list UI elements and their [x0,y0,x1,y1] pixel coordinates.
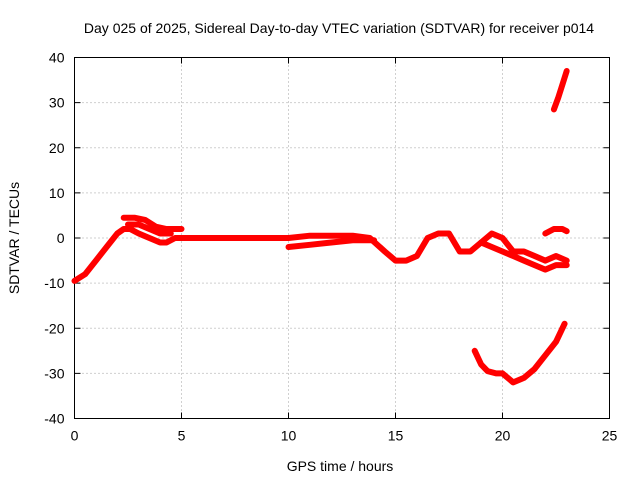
x-tick-label: 10 [281,428,297,444]
y-tick-label: 20 [49,140,65,156]
y-tick-label: -20 [44,320,64,336]
y-axis-label: SDTVAR / TECUs [6,182,22,294]
series-line-side-trace-right [542,226,570,237]
y-tick-label: -30 [44,365,64,381]
x-tick-label: 5 [178,428,186,444]
series-line-low-trace [471,320,568,386]
y-tick-label: 0 [57,230,65,246]
x-tick-label: 15 [388,428,404,444]
y-tick-label: 10 [49,185,65,201]
y-tick-label: -10 [44,275,64,291]
series-line-upper-branch-a [120,214,185,232]
x-tick-label: 0 [71,428,79,444]
x-axis-label: GPS time / hours [287,458,394,474]
series-line-upper-branch-b [125,221,174,237]
y-tick-label: 40 [49,50,65,66]
series-line-main-trace [71,226,570,284]
series-line-lower-branch-b [478,239,570,273]
series-line-high-trace [550,68,570,113]
series-line-lower-branch-a [285,237,378,250]
axis-ticks: 0 5 10 15 20 25 -40 -30 -20 -10 0 10 20 30 40 [44,50,617,444]
y-tick-label: -40 [44,411,64,427]
series-group [71,68,570,386]
x-tick-label: 20 [495,428,511,444]
y-tick-label: 30 [49,95,65,111]
x-tick-label: 25 [602,428,618,444]
chart-title: Day 025 of 2025, Sidereal Day-to-day VTE… [84,20,594,36]
